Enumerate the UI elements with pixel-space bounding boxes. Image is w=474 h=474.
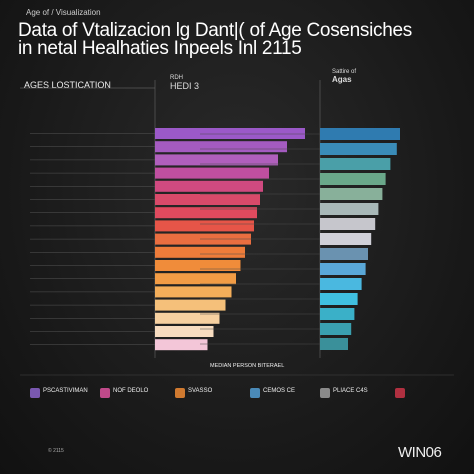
right-bar — [320, 128, 400, 140]
right-bar — [320, 263, 366, 275]
legend-item: NOF DEOLO — [113, 388, 175, 394]
left-bar — [155, 141, 287, 152]
left-bar — [155, 273, 236, 284]
left-bar — [155, 260, 241, 271]
left-bar — [155, 339, 208, 350]
x-axis-label: MEDIAN PERSON BITERAEL — [210, 363, 284, 369]
left-bar — [155, 247, 245, 258]
right-bar — [320, 293, 358, 305]
right-bar — [320, 308, 354, 320]
legend-label: SVASSO — [188, 388, 250, 394]
legend-label: CEMOS CE — [263, 388, 325, 394]
left-bar — [155, 128, 305, 139]
left-bar — [155, 194, 260, 205]
legend-label: NOF DEOLO — [113, 388, 175, 394]
legend-item: CEMOS CE — [263, 388, 325, 394]
right-bar — [320, 338, 348, 350]
legend-item: PLIACE C4S — [333, 388, 395, 394]
legend-icon — [250, 388, 260, 398]
left-bar — [155, 168, 269, 179]
left-bar — [155, 300, 226, 311]
legend-item: SVASSO — [188, 388, 250, 394]
right-bar — [320, 248, 368, 260]
right-bar — [320, 158, 390, 170]
right-bar — [320, 173, 386, 185]
legend-icon — [100, 388, 110, 398]
footer-note: © 2115 — [48, 448, 64, 454]
left-bar — [155, 181, 263, 192]
left-bar — [155, 286, 232, 297]
right-bar — [320, 233, 371, 245]
legend-icon — [320, 388, 330, 398]
left-bar — [155, 326, 214, 337]
legend-icon — [395, 388, 405, 398]
legend-item: PSCASTIVIMAN — [43, 388, 105, 394]
right-bar — [320, 323, 351, 335]
brand-logo: WIN06 — [398, 444, 441, 461]
legend-icon — [175, 388, 185, 398]
right-bar — [320, 203, 378, 215]
left-bar — [155, 220, 254, 231]
legend-label: PLIACE C4S — [333, 388, 395, 394]
legend-icon — [30, 388, 40, 398]
right-bar — [320, 143, 397, 155]
legend-label: PSCASTIVIMAN — [43, 388, 105, 394]
right-bar — [320, 188, 382, 200]
right-bar — [320, 278, 362, 290]
left-bar — [155, 313, 220, 324]
right-bar — [320, 218, 375, 230]
